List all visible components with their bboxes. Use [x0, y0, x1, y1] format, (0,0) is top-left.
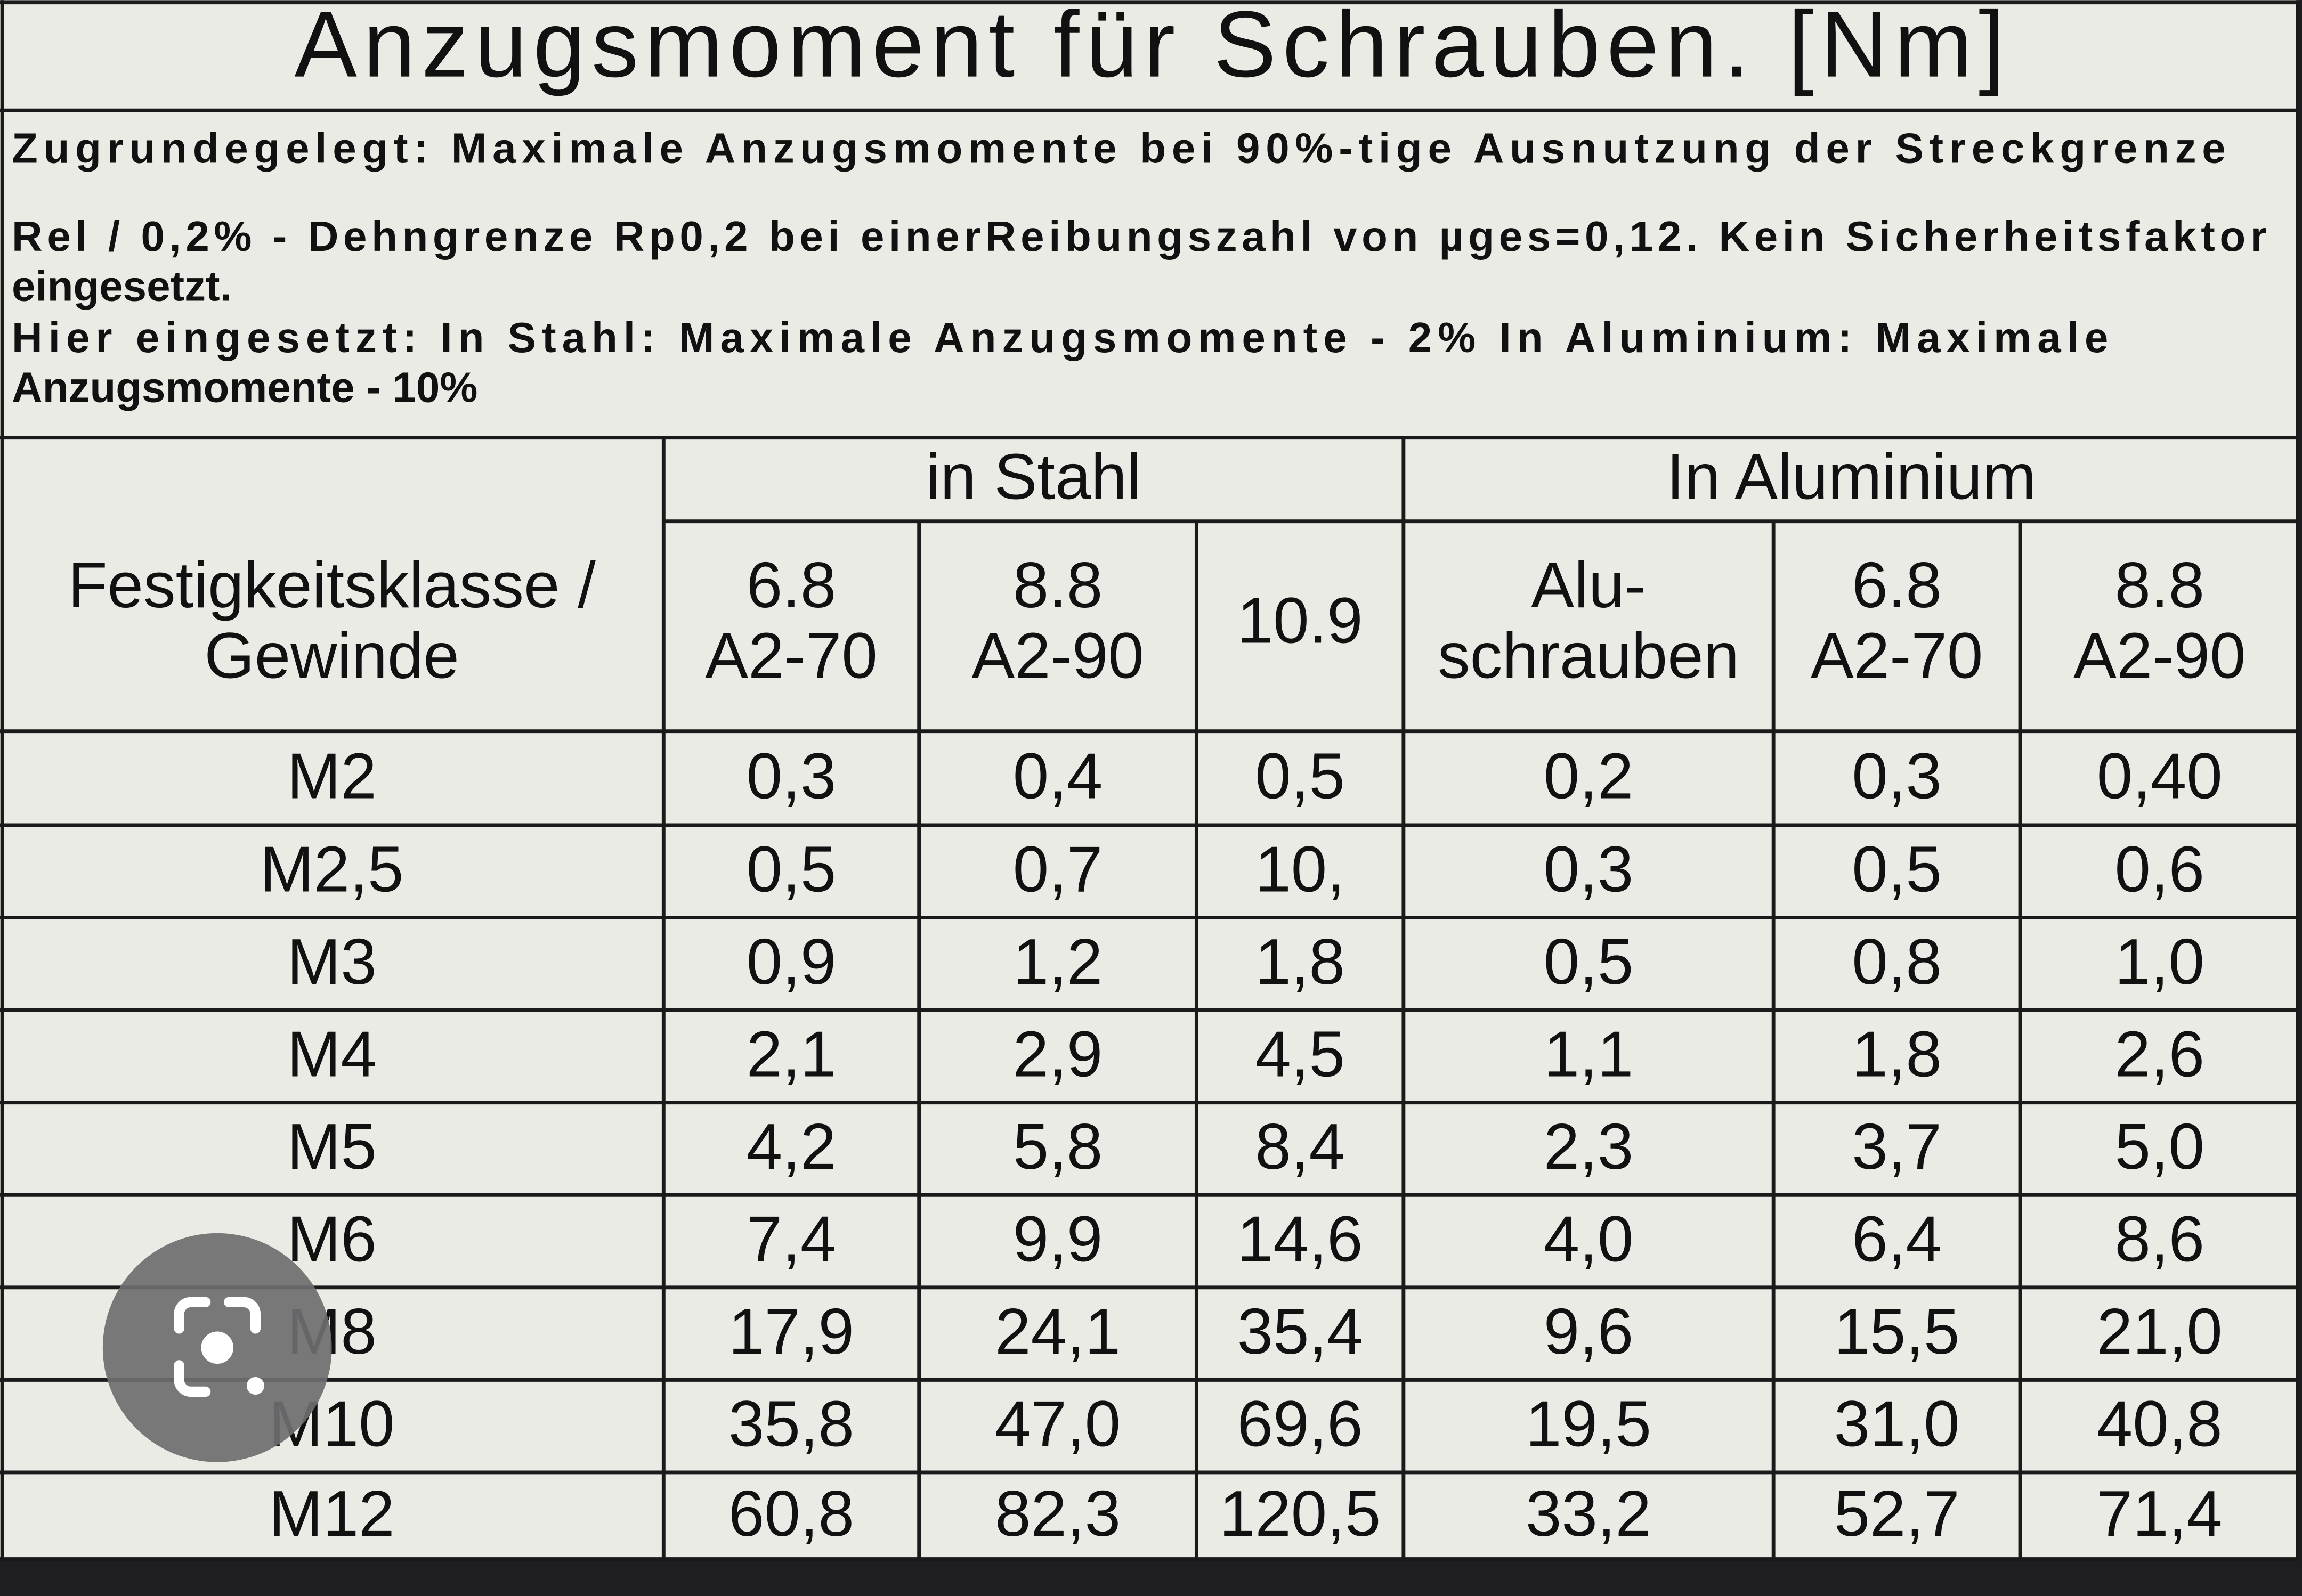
bottom-bar	[0, 1559, 2302, 1596]
column-header: 8.8	[1013, 549, 1103, 621]
value-cell: 52,7	[1834, 1477, 1960, 1550]
row-label: M4	[287, 1017, 376, 1090]
value-cell: 4,0	[1544, 1203, 1634, 1275]
value-cell: 2,1	[747, 1017, 837, 1090]
value-cell: 40,8	[2097, 1388, 2223, 1460]
value-cell: 1,8	[1255, 925, 1345, 998]
value-cell: 4,5	[1255, 1017, 1345, 1090]
value-cell: 2,6	[2114, 1017, 2204, 1090]
sheet	[0, 0, 2299, 1559]
value-cell: 1,8	[1852, 1017, 1942, 1090]
column-header: 6.8	[1852, 549, 1942, 621]
column-header: 8.8	[2114, 549, 2204, 621]
value-cell: 5,8	[1013, 1110, 1103, 1183]
lens-icon	[246, 1377, 264, 1395]
value-cell: 71,4	[2097, 1477, 2223, 1550]
value-cell: 8,6	[2114, 1203, 2204, 1275]
lens-icon	[174, 1297, 261, 1397]
value-cell: 21,0	[2097, 1295, 2223, 1367]
value-cell: 10,	[1255, 833, 1345, 905]
row-label: M2	[287, 739, 376, 812]
note-line: eingesetzt.	[12, 262, 232, 310]
value-cell: 120,5	[1219, 1477, 1381, 1550]
value-cell: 31,0	[1834, 1388, 1960, 1460]
value-cell: 14,6	[1237, 1203, 1363, 1275]
row-label: M3	[287, 925, 376, 998]
value-cell: 0,3	[747, 739, 837, 812]
value-cell: 0,5	[1544, 925, 1634, 998]
value-cell: 0,6	[2114, 833, 2204, 905]
row-label: M6	[287, 1203, 376, 1275]
value-cell: 0,3	[1852, 739, 1942, 812]
value-cell: 0,40	[2097, 739, 2223, 812]
value-cell: 17,9	[728, 1295, 854, 1367]
value-cell: 0,7	[1013, 833, 1103, 905]
value-cell: 9,6	[1544, 1295, 1634, 1367]
value-cell: 33,2	[1526, 1477, 1651, 1550]
lens-icon	[201, 1331, 234, 1364]
value-cell: 0,9	[747, 925, 837, 998]
value-cell: 9,9	[1013, 1203, 1103, 1275]
value-cell: 3,7	[1852, 1110, 1942, 1183]
value-cell: 0,5	[1852, 833, 1942, 905]
row-label: M2,5	[260, 833, 404, 905]
value-cell: 82,3	[995, 1477, 1121, 1550]
value-cell: 47,0	[995, 1388, 1121, 1460]
value-cell: 6,4	[1852, 1203, 1942, 1275]
column-header: Alu-	[1531, 549, 1646, 621]
row-label: M12	[269, 1477, 395, 1550]
value-cell: 24,1	[995, 1295, 1121, 1367]
value-cell: 8,4	[1255, 1110, 1345, 1183]
value-cell: 0,2	[1544, 739, 1634, 812]
note-line: Anzugsmomente - 10%	[12, 364, 477, 411]
row-label: M5	[287, 1110, 376, 1183]
value-cell: 0,8	[1852, 925, 1942, 998]
value-cell: 0,5	[1255, 739, 1345, 812]
column-header: Festigkeitsklasse /	[68, 549, 596, 621]
group-header: in Stahl	[926, 440, 1141, 512]
value-cell: 69,6	[1237, 1388, 1363, 1460]
value-cell: 4,2	[747, 1110, 837, 1183]
column-header: A2-90	[971, 619, 1144, 691]
value-cell: 19,5	[1526, 1388, 1651, 1460]
value-cell: 0,4	[1013, 739, 1103, 812]
value-cell: 35,4	[1237, 1295, 1363, 1367]
column-header: A2-70	[1811, 619, 1983, 691]
value-cell: 1,2	[1013, 925, 1103, 998]
column-header: A2-90	[2073, 619, 2246, 691]
column-header: 6.8	[747, 549, 837, 621]
value-cell: 2,3	[1544, 1110, 1634, 1183]
column-header: Gewinde	[204, 619, 459, 691]
value-cell: 0,5	[747, 833, 837, 905]
title: Anzugsmoment für Schrauben. [Nm]	[294, 0, 2005, 97]
value-cell: 1,1	[1544, 1017, 1634, 1090]
value-cell: 2,9	[1013, 1017, 1103, 1090]
lens-button[interactable]	[102, 1233, 332, 1462]
value-cell: 0,3	[1544, 833, 1634, 905]
value-cell: 5,0	[2114, 1110, 2204, 1183]
column-header: schrauben	[1438, 619, 1739, 691]
value-cell: 1,0	[2114, 925, 2204, 998]
value-cell: 15,5	[1834, 1295, 1960, 1367]
note-line: Rel / 0,2% - Dehngrenze Rp0,2 bei einerR…	[12, 213, 2267, 260]
value-cell: 35,8	[728, 1388, 854, 1460]
column-header: A2-70	[705, 619, 877, 691]
value-cell: 60,8	[728, 1477, 854, 1550]
value-cell: 7,4	[747, 1203, 837, 1275]
group-header: In Aluminium	[1666, 440, 2036, 512]
column-header: 10.9	[1237, 584, 1363, 656]
